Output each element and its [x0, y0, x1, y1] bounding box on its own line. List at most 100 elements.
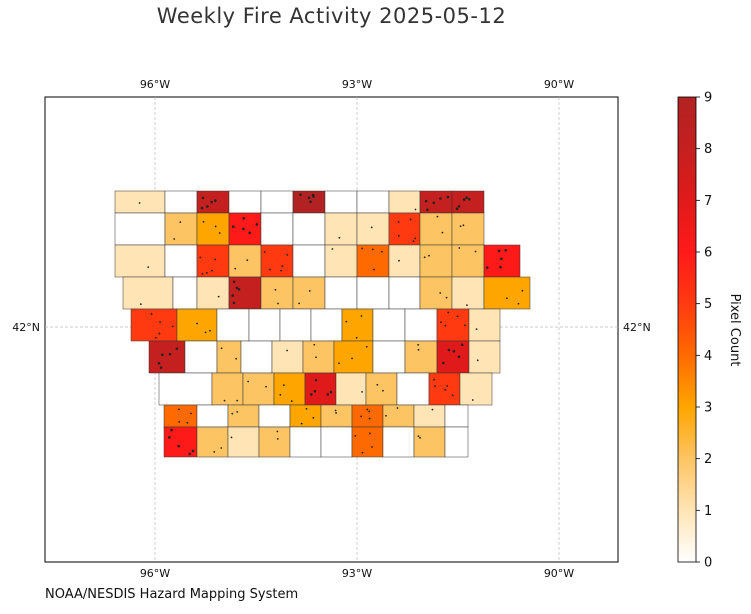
fire-point [213, 451, 216, 453]
fire-point [236, 410, 239, 413]
county-cell [228, 212, 262, 246]
fire-point [309, 200, 312, 204]
fire-point [286, 349, 289, 352]
county-cell [419, 244, 453, 278]
county-cell [242, 372, 275, 406]
county-cell [260, 190, 294, 214]
fire-point [447, 311, 450, 314]
county-cell [382, 426, 415, 458]
lon-tick-top-90w: 90°W [544, 78, 574, 91]
county-cell [304, 372, 337, 406]
lon-tick-top-93w: 93°W [342, 78, 372, 91]
county-cell [130, 308, 178, 342]
fire-point [206, 205, 209, 208]
county-cell [388, 276, 421, 310]
fire-point [313, 389, 317, 393]
county-cell [444, 426, 469, 458]
county-cell [459, 372, 493, 406]
fire-point [446, 195, 450, 199]
fire-point [471, 399, 474, 401]
fire-point [439, 292, 442, 294]
fire-point [235, 286, 239, 290]
fire-point [360, 415, 362, 418]
colorbar-tick-label: 0 [704, 556, 712, 571]
fire-point [462, 198, 466, 201]
county-cell [292, 190, 326, 214]
fire-point [368, 432, 371, 435]
county-cell [227, 404, 260, 428]
fire-point [210, 269, 213, 272]
county-cell [320, 404, 353, 428]
county-cell [324, 276, 358, 310]
county-cell [451, 244, 485, 278]
fire-point [506, 297, 508, 300]
fire-point [154, 336, 157, 339]
lat-tick-right-42n: 42°N [623, 321, 651, 334]
county-cell [292, 244, 326, 278]
fire-point [338, 362, 340, 365]
fire-point [177, 444, 180, 448]
fire-point [298, 302, 301, 305]
fire-point [376, 383, 379, 386]
fire-point [313, 343, 316, 346]
county-cell [228, 244, 262, 278]
colorbar-tick-label: 9 [704, 91, 712, 106]
fire-point [442, 361, 445, 365]
fire-point [338, 236, 341, 239]
fire-point [417, 348, 420, 351]
fire-point [334, 409, 337, 412]
fire-point [382, 389, 384, 392]
fire-point [255, 223, 259, 226]
fire-point [173, 238, 176, 240]
county-cell [413, 426, 446, 458]
fire-point [209, 329, 211, 332]
fire-point [150, 313, 153, 315]
county-cell [258, 404, 291, 428]
fire-point [447, 348, 451, 352]
fire-point [458, 247, 461, 249]
county-cell [164, 244, 198, 278]
county-cell [413, 404, 446, 428]
colorbar-tick-label: 7 [704, 194, 712, 209]
fire-point [434, 385, 436, 388]
fire-point [335, 412, 337, 414]
county-cell [196, 190, 230, 214]
fire-point [444, 388, 447, 391]
fire-point [236, 399, 239, 402]
fire-point [315, 356, 317, 359]
fire-point [232, 301, 236, 305]
fire-point [361, 390, 363, 393]
county-cell [324, 190, 358, 214]
fire-point [210, 200, 213, 204]
fire-point [485, 266, 489, 269]
fire-point [201, 272, 204, 275]
fire-point [331, 248, 334, 250]
county-cell [356, 190, 390, 214]
county-cell [196, 404, 229, 428]
fire-point [345, 320, 348, 323]
county-cell [483, 276, 531, 310]
county-cell [114, 212, 166, 246]
fire-point [455, 207, 459, 211]
county-cell [228, 190, 262, 214]
fire-point [457, 205, 461, 208]
fire-point [263, 251, 266, 253]
fire-point [139, 303, 142, 306]
county-cell [240, 340, 273, 374]
fire-point [232, 280, 236, 284]
fire-point [247, 380, 250, 383]
county-cell [164, 212, 198, 246]
fire-point [231, 412, 234, 415]
fire-point [446, 385, 449, 387]
fire-point [170, 428, 173, 432]
fire-point [456, 315, 459, 318]
fire-point [466, 304, 468, 307]
county-cell [356, 212, 390, 246]
fire-point [475, 328, 478, 330]
fire-point [269, 268, 271, 271]
fire-point [368, 417, 371, 420]
fire-point [147, 266, 150, 269]
county-cell [468, 308, 501, 342]
fire-point [175, 347, 179, 350]
county-cell [419, 212, 453, 246]
